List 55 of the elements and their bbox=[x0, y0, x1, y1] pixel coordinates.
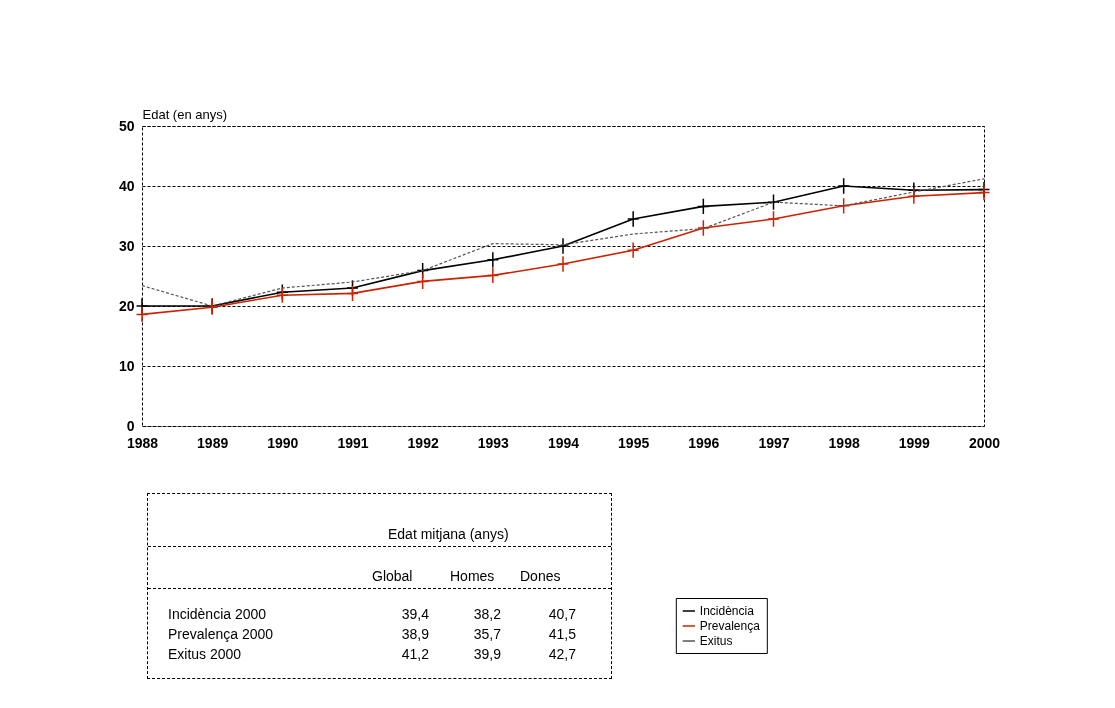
point bbox=[837, 177, 850, 195]
point bbox=[907, 187, 921, 205]
point bbox=[135, 305, 149, 323]
text: 40,7 bbox=[548, 606, 576, 622]
x-tick-label: 1994 bbox=[547, 434, 580, 451]
text: 41,2 bbox=[401, 646, 429, 662]
text: Prevalença 2000 bbox=[168, 626, 274, 642]
text: Edat mitjana (anys) bbox=[388, 526, 509, 542]
text: Exitus 2000 bbox=[168, 646, 242, 662]
y-tick-label: 10 bbox=[118, 357, 135, 374]
y-tick-label: 50 bbox=[118, 117, 135, 134]
text: 39,9 bbox=[473, 646, 501, 662]
x-tick-label: 2000 bbox=[968, 434, 1001, 451]
text: 42,7 bbox=[548, 646, 576, 662]
text: Global bbox=[372, 568, 413, 584]
point bbox=[486, 266, 500, 284]
legend-label: Incidència bbox=[699, 604, 755, 618]
point bbox=[767, 210, 780, 228]
text: 38,2 bbox=[473, 606, 501, 622]
x-tick-label: 1996 bbox=[688, 434, 720, 451]
point bbox=[767, 193, 780, 211]
point bbox=[626, 241, 640, 259]
text: Homes bbox=[450, 568, 495, 584]
x-tick-label: 1991 bbox=[337, 434, 369, 451]
x-tick-label: 1988 bbox=[126, 434, 159, 451]
point bbox=[556, 237, 570, 255]
x-tick-label: 1993 bbox=[477, 434, 510, 451]
point bbox=[697, 197, 710, 215]
point bbox=[556, 255, 570, 273]
x-tick-label: 1992 bbox=[407, 434, 439, 451]
y-tick-label: 40 bbox=[118, 177, 135, 194]
y-axis-title: Edat (en anys) bbox=[142, 106, 228, 122]
text: 39,4 bbox=[401, 606, 429, 622]
x-tick-label: 1990 bbox=[267, 434, 299, 451]
point bbox=[837, 197, 850, 215]
x-tick-label: 1995 bbox=[618, 434, 650, 451]
text: 35,7 bbox=[473, 626, 501, 642]
text: 38,9 bbox=[401, 626, 429, 642]
point bbox=[626, 210, 640, 228]
text: 41,5 bbox=[548, 626, 576, 642]
y-tick-label: 0 bbox=[126, 417, 135, 434]
point bbox=[486, 251, 500, 269]
x-tick-label: 1989 bbox=[197, 434, 229, 451]
x-tick-label: 1998 bbox=[828, 434, 860, 451]
legend-label: Prevalença bbox=[699, 619, 761, 633]
text: Incidència 2000 bbox=[168, 606, 267, 622]
x-tick-label: 1997 bbox=[758, 434, 790, 451]
point bbox=[416, 272, 429, 290]
y-tick-label: 30 bbox=[118, 237, 135, 254]
point bbox=[697, 219, 710, 237]
y-tick-label: 20 bbox=[118, 297, 135, 314]
point bbox=[346, 284, 359, 302]
text: Dones bbox=[520, 568, 561, 584]
x-tick-label: 1999 bbox=[898, 434, 931, 451]
legend-label: Exitus bbox=[699, 634, 733, 648]
